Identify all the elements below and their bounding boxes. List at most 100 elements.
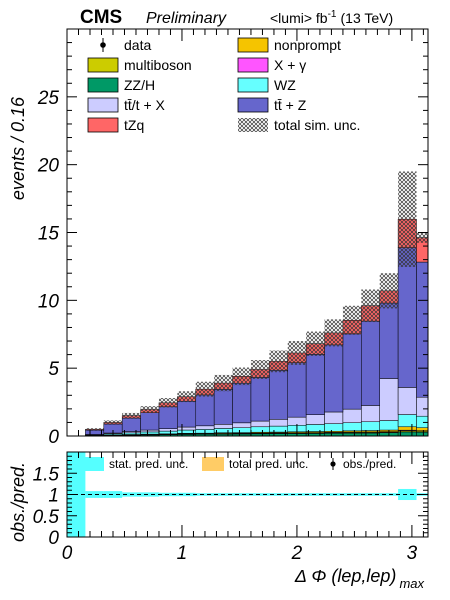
legend-label-multiboson: multiboson (124, 57, 192, 73)
unc-band-bin-10 (250, 360, 270, 380)
bar-tt-z-bin-11 (269, 369, 288, 420)
bar-tt-z-bin-6 (177, 401, 197, 428)
stat-band-bin-7 (195, 493, 215, 496)
bar-tt-z-bin-4 (140, 412, 160, 431)
unc-band-bin-6 (177, 391, 196, 403)
legend-swatch-x (237, 57, 269, 73)
y-tick-label: 5 (48, 359, 59, 380)
stacked-histogram (85, 218, 429, 437)
bar-wz-bin-14 (324, 423, 344, 432)
unc-band-bin-19 (416, 232, 428, 243)
bar-tt-t-x-bin-8 (213, 424, 233, 429)
bar-tt-t-x-bin-15 (342, 408, 362, 423)
ratio-y-tick-label: 0 (48, 528, 59, 549)
x-axis-title: Δ Φ (lep,lep) max (294, 566, 425, 591)
legend-label-wz: WZ (274, 77, 296, 93)
experiment-label: CMS (80, 7, 122, 28)
stat-band-bin-9 (232, 493, 251, 496)
stat-band-bin-18 (398, 488, 417, 501)
bar-tt-t-x-bin-16 (361, 405, 380, 423)
bar-wz-bin-9 (232, 427, 252, 433)
main-x-axis (66, 29, 424, 436)
legend: data nonprompt multiboson X + γ ZZ/H WZ tt̄/t … (87, 37, 360, 133)
unc-band-bin-2 (103, 420, 123, 425)
bar-tt-t-x-bin-18 (397, 387, 417, 415)
bar-tt-t-x-bin-17 (379, 378, 399, 421)
bar-nonprompt-bin-19 (416, 427, 429, 431)
unc-band-bin-9 (232, 367, 251, 386)
unc-band-bin-5 (158, 398, 178, 408)
bar-tt-z-bin-7 (195, 394, 215, 427)
x-axis-title-main: Δ Φ (lep,lep) (294, 566, 397, 586)
ratio-y-axis-title: obs./pred. (8, 462, 28, 542)
unc-band-bin-16 (361, 289, 380, 323)
bar-tt-t-x-bin-6 (177, 426, 197, 431)
bar-tt-z-bin-13 (305, 354, 325, 415)
stat-band-bin-12 (287, 493, 307, 496)
main-y-axis: 0 5 10 15 20 25 (37, 42, 428, 448)
stat-band-bin-15 (342, 493, 362, 496)
bar-tt-z-bin-16 (361, 320, 380, 406)
legend-label-x: X + γ (274, 57, 306, 73)
bar-tt-z-bin-17 (379, 302, 399, 379)
y-tick-label: 0 (48, 427, 59, 448)
ratio-legend-label-total-pred-unc: total pred. unc. (229, 457, 308, 471)
unc-band-bin-8 (214, 374, 233, 392)
x-tick-label: 0 (62, 543, 73, 564)
unc-band-bin-3 (122, 412, 141, 419)
legend-label-tt-t-x: tt̄/t + X (124, 97, 166, 113)
legend-label-tt-z: tt̄ + Z (274, 97, 307, 113)
ratio-legend-swatch-stat-pred-unc (82, 457, 104, 471)
unc-band-bin-11 (269, 350, 288, 373)
legend-label-nonprompt: nonprompt (274, 37, 341, 53)
ratio-legend-swatch-total-pred-unc (202, 457, 224, 471)
y-tick-label: 20 (37, 156, 60, 177)
bar-tt-z-bin-3 (121, 417, 141, 432)
legend-swatch-total-sim-unc (238, 118, 268, 132)
bar-wz-bin-18 (397, 414, 417, 428)
ratio-panel: stat. pred. unc. total pred. unc. obs./pre… (8, 451, 429, 564)
main-y-axis-title: events / 0.16 (8, 96, 28, 200)
x-tick-label: 2 (291, 543, 303, 564)
unc-band-bin-7 (195, 381, 215, 397)
bar-nonprompt-bin-18 (397, 426, 417, 431)
energy-label: (13 TeV) (341, 10, 394, 26)
bar-tt-t-x-bin-4 (140, 429, 160, 433)
legend-swatch-tt-t-x (87, 97, 119, 113)
main-panel: data nonprompt multiboson X + γ ZZ/H WZ tt̄/t … (8, 28, 429, 448)
bar-zz-h-bin-19 (416, 431, 429, 437)
legend-swatch-zz-h (87, 77, 119, 93)
bar-wz-bin-4 (140, 431, 160, 435)
unc-band-bin-12 (287, 341, 307, 365)
bar-tt-z-bin-9 (232, 382, 252, 424)
unc-band-bin-4 (140, 406, 159, 413)
legend-label-zz-h: ZZ/H (124, 77, 155, 93)
unc-band-bin-18 (398, 171, 417, 267)
unc-band-bin-13 (306, 331, 325, 356)
bar-tt-z-bin-12 (287, 362, 307, 418)
x-axis-title-sub: max (399, 576, 424, 591)
ratio-y-tick-label: 1 (48, 486, 59, 507)
bar-tt-z-bin-18 (397, 247, 417, 388)
bar-tt-t-x-bin-13 (305, 414, 325, 425)
stat-band-bin-17 (379, 493, 399, 496)
bar-tt-z-bin-14 (324, 344, 344, 413)
bar-tt-t-x-bin-9 (232, 422, 252, 428)
ratio-x-axis: 0 1 2 3 (62, 452, 424, 564)
legend-label-total-sim-unc: total sim. unc. (274, 117, 360, 133)
legend-label-data: data (124, 37, 151, 53)
ratio-legend-label-stat-pred-unc: stat. pred. unc. (109, 457, 188, 471)
unc-band-bin-15 (342, 305, 362, 335)
bar-tt-t-x-bin-14 (324, 411, 344, 424)
lumi-label: <lumi> fb-1 (13 TeV) (270, 9, 393, 26)
ratio-y-tick-label: 1.5 (33, 464, 60, 485)
unc-band-bin-17 (379, 273, 399, 309)
bar-tt-z-bin-19 (416, 261, 429, 398)
bar-wz-bin-10 (250, 426, 270, 433)
stat-band-bin-4 (140, 492, 159, 497)
unc-band-bin-1 (85, 428, 104, 431)
ratio-y-tick-label: 0.5 (33, 507, 60, 528)
bar-tt-t-x-bin-5 (158, 428, 178, 432)
unc-band-bin-14 (324, 319, 343, 347)
